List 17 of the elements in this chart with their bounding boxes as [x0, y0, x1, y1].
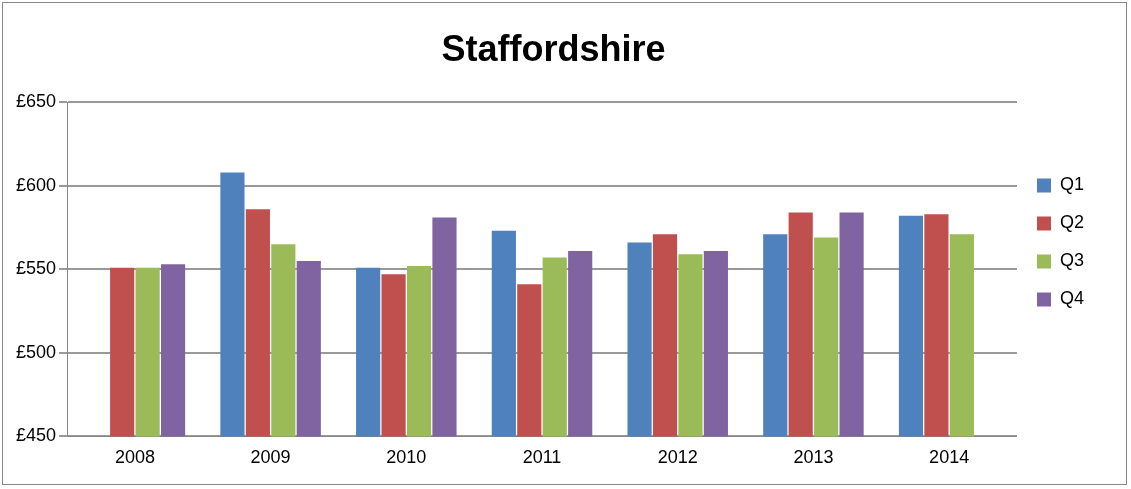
chart-title: Staffordshire: [441, 27, 666, 69]
x-tick-label: 2011: [522, 447, 562, 468]
y-tick-label: £650: [16, 91, 57, 112]
x-tick-label: 2012: [657, 447, 698, 468]
x-tick-label: 2008: [114, 447, 155, 468]
x-tick-label: 2013: [793, 447, 834, 468]
x-tick-label: 2009: [250, 447, 291, 468]
legend-label: Q1: [1059, 174, 1084, 195]
y-tick-label: £450: [16, 425, 57, 446]
legend-label: Q4: [1059, 288, 1084, 309]
y-tick-label: £550: [16, 258, 57, 279]
legend-label: Q3: [1059, 250, 1084, 271]
y-tick-label: £600: [16, 174, 57, 195]
legend-label: Q2: [1059, 212, 1084, 233]
x-tick-label: 2014: [929, 447, 970, 468]
x-tick-label: 2010: [386, 447, 427, 468]
y-tick-label: £500: [16, 341, 57, 362]
